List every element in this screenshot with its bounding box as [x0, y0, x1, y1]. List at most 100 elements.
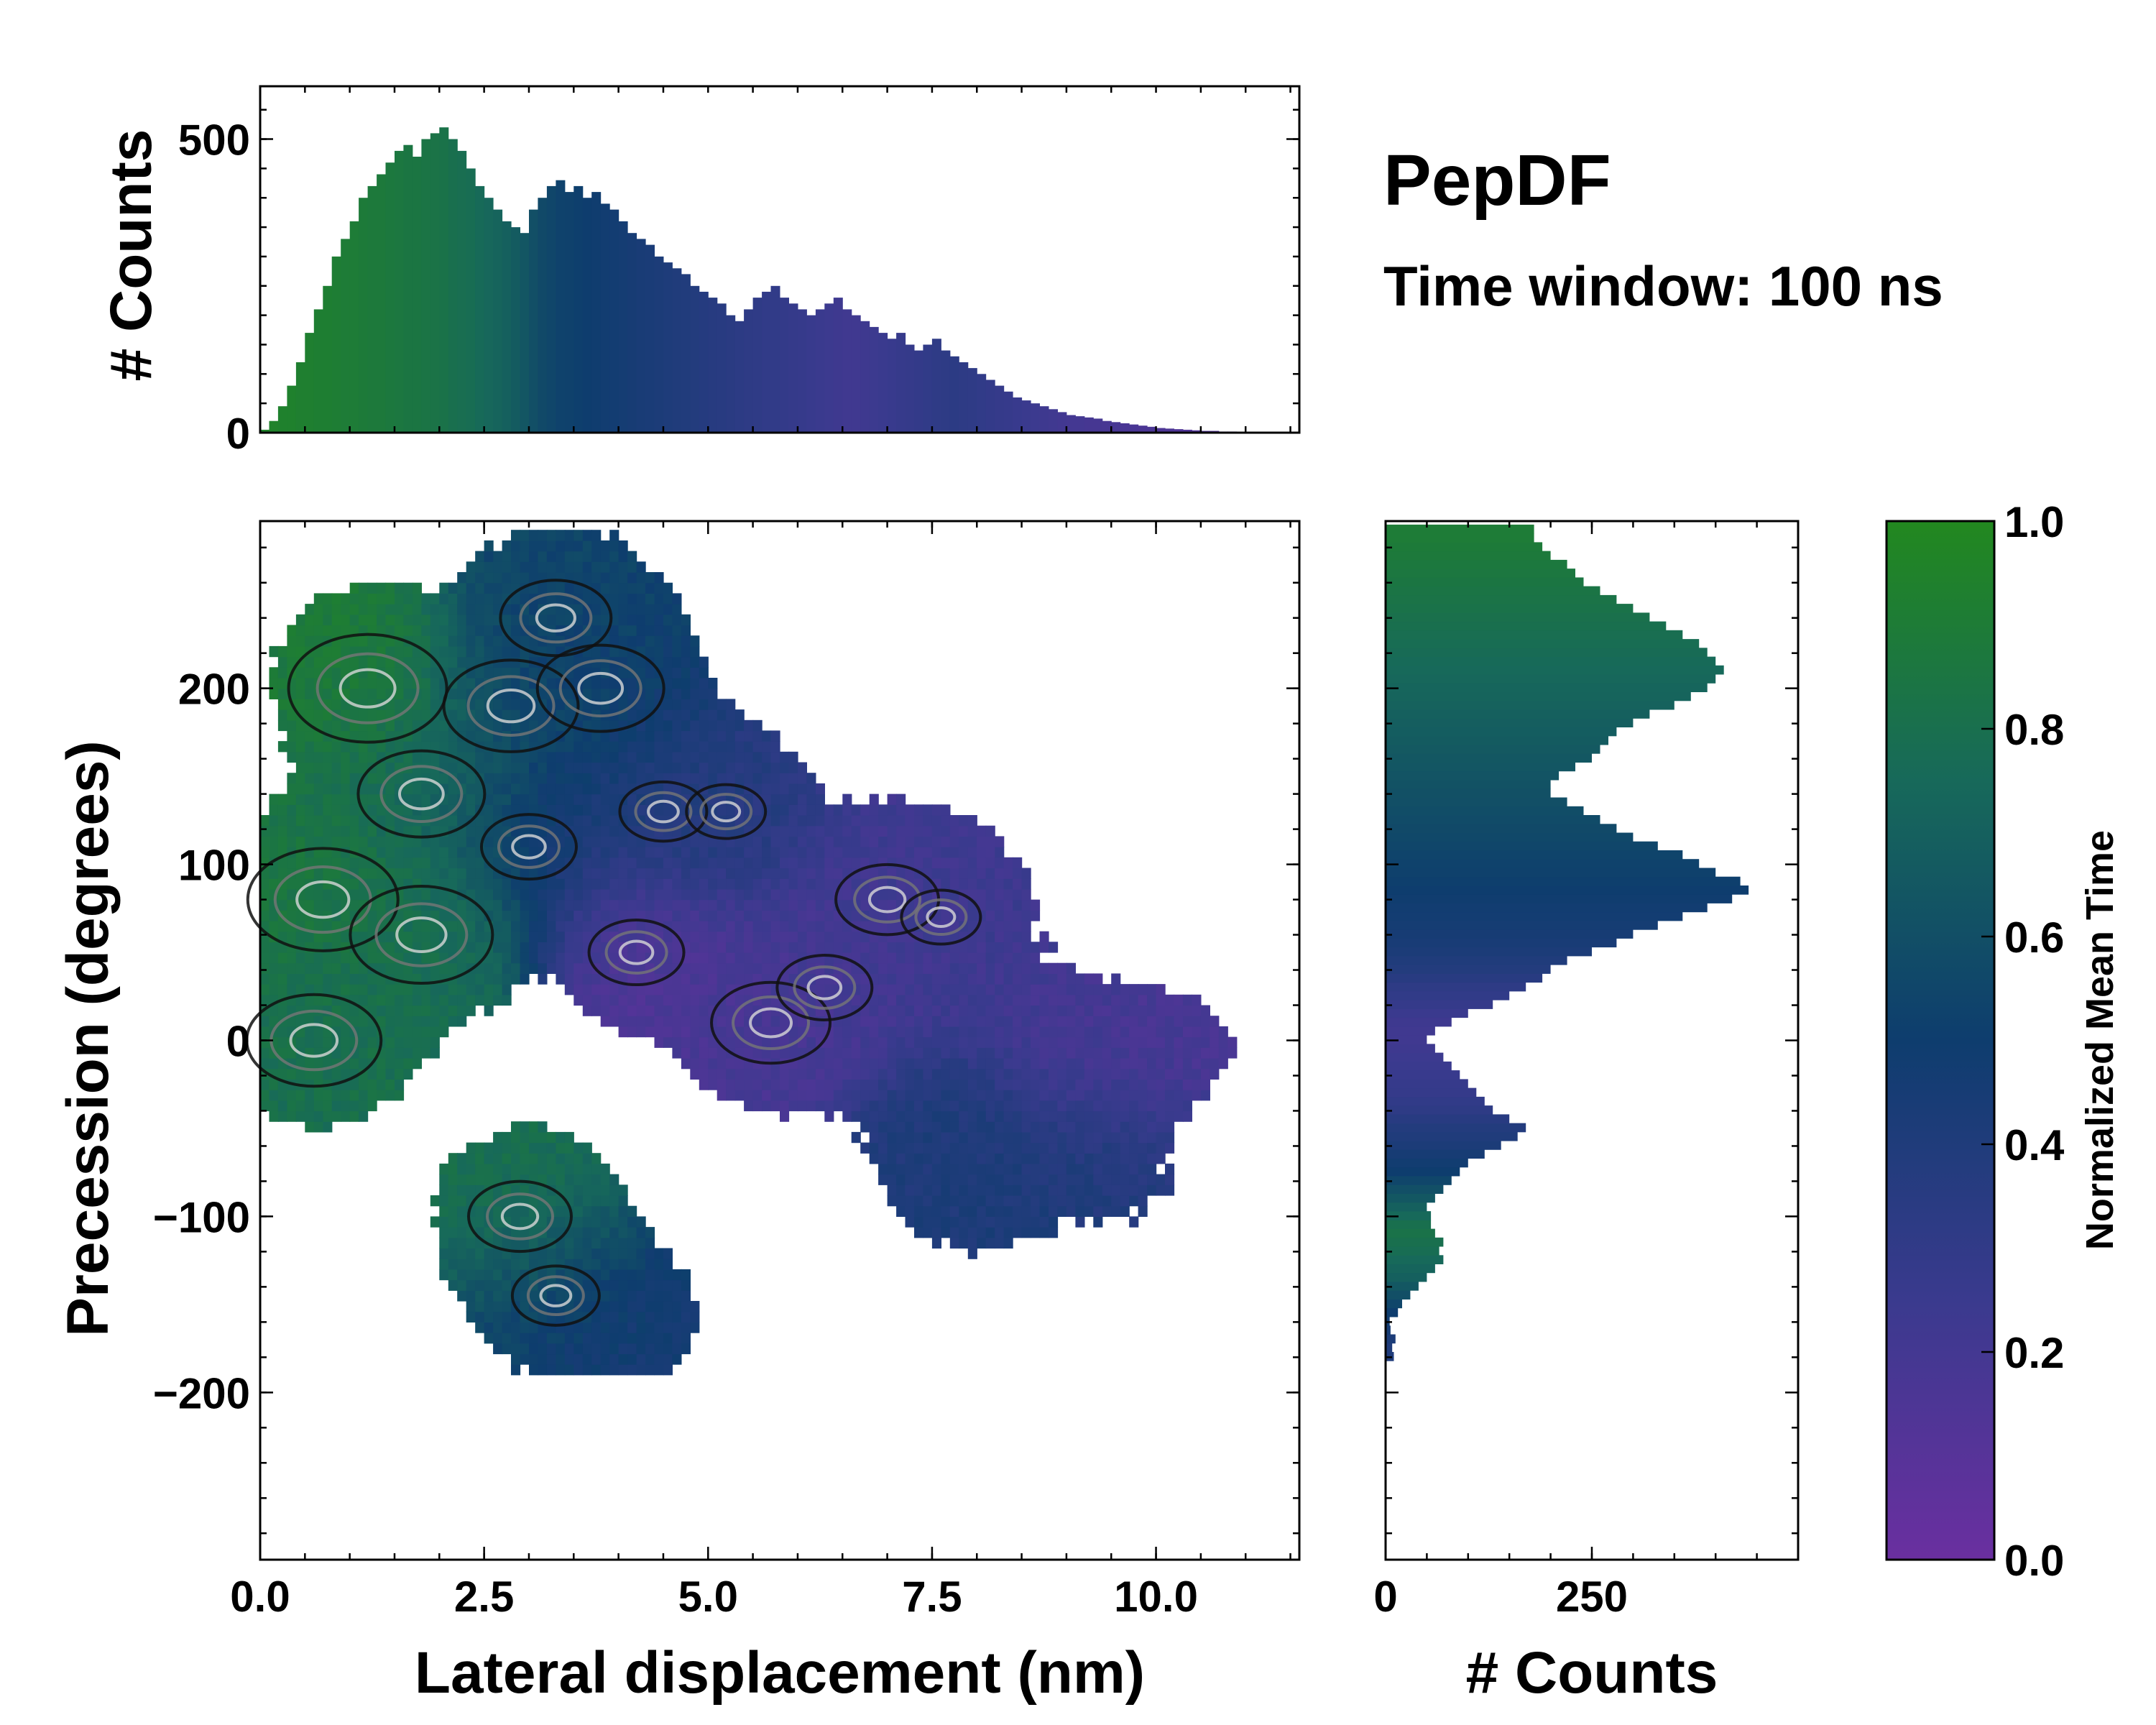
heatmap-cell	[977, 1216, 987, 1228]
heatmap-cell	[403, 688, 413, 699]
density-contour	[577, 671, 625, 705]
heatmap-cell	[708, 899, 718, 911]
heatmap-cell	[985, 836, 995, 847]
heatmap-cell	[609, 582, 619, 594]
heatmap-cell	[726, 1090, 736, 1101]
heatmap-cell	[546, 530, 556, 541]
heatmap-cell	[717, 804, 727, 816]
heatmap-cell	[1057, 1100, 1067, 1112]
heatmap-cell	[914, 1131, 924, 1144]
heatmap-cell	[430, 825, 440, 837]
heatmap-cell	[618, 1026, 628, 1038]
heatmap-cell	[591, 952, 602, 964]
heatmap-cell	[349, 688, 359, 699]
heatmap-cell	[931, 1110, 941, 1122]
heatmap-cell	[367, 1026, 377, 1038]
heatmap-cell	[582, 1227, 592, 1238]
heatmap-cell	[1049, 1216, 1059, 1228]
heatmap-cell	[538, 709, 548, 721]
heatmap-cell	[896, 1090, 906, 1101]
heatmap-cell	[995, 888, 1005, 901]
heatmap-cell	[529, 561, 539, 573]
heatmap-cell	[475, 1259, 485, 1270]
heatmap-cell	[295, 667, 305, 678]
heatmap-cell	[869, 952, 879, 964]
right-hist-bar	[1386, 1017, 1452, 1027]
heatmap-cell	[1120, 1205, 1130, 1217]
heatmap-cell	[797, 847, 807, 858]
heatmap-cell	[493, 1163, 503, 1175]
heatmap-cell	[591, 625, 602, 636]
heatmap-cell	[511, 783, 521, 795]
heatmap-cell	[824, 942, 834, 953]
heatmap-cell	[726, 773, 736, 784]
heatmap-cell	[331, 931, 341, 942]
heatmap-cell	[573, 1333, 584, 1344]
heatmap-cell	[681, 762, 691, 773]
right-hist-bar	[1386, 876, 1741, 886]
heatmap-cell	[1102, 1205, 1112, 1217]
heatmap-cell	[995, 1216, 1005, 1228]
heatmap-cell	[967, 868, 977, 879]
density-contour	[287, 632, 448, 744]
heatmap-cell	[1057, 1058, 1067, 1070]
heatmap-cell	[1031, 899, 1041, 911]
heatmap-cell	[457, 1174, 467, 1185]
heatmap-cell	[448, 604, 458, 615]
heatmap-cell	[645, 868, 655, 879]
heatmap-cell	[726, 719, 736, 732]
heatmap-cell	[1057, 962, 1067, 974]
heatmap-cell	[439, 593, 449, 604]
right-hist-bar	[1386, 1325, 1391, 1335]
heatmap-cell	[421, 635, 431, 647]
heatmap-cell	[797, 1090, 807, 1101]
heatmap-cell	[663, 899, 673, 911]
heatmap-cell	[1111, 1058, 1121, 1070]
heatmap-cell	[995, 1205, 1005, 1217]
heatmap-cell	[430, 952, 440, 964]
heatmap-cell	[349, 857, 359, 869]
heatmap-cell	[448, 1174, 458, 1185]
density-contour	[315, 652, 420, 724]
heatmap-cell	[466, 561, 476, 573]
heatmap-cell	[1182, 1110, 1192, 1122]
heatmap-cell	[403, 857, 413, 869]
heatmap-cell	[1049, 1016, 1059, 1027]
heatmap-cell	[430, 688, 440, 699]
heatmap-cell	[367, 952, 377, 964]
top-hist-bar	[860, 321, 870, 433]
heatmap-cell	[582, 815, 592, 827]
heatmap-cell	[412, 994, 422, 1006]
heatmap-cell	[914, 1068, 924, 1080]
heatmap-cell	[1120, 1110, 1130, 1122]
heatmap-cell	[887, 1079, 897, 1090]
heatmap-cell	[313, 1110, 323, 1122]
heatmap-cell	[636, 667, 646, 678]
heatmap-cell	[564, 847, 574, 858]
heatmap-cell	[806, 815, 816, 827]
heatmap-cell	[313, 604, 323, 615]
heatmap-cell	[359, 1026, 369, 1038]
heatmap-cell	[546, 540, 556, 552]
heatmap-cell	[556, 931, 566, 942]
heatmap-cell	[556, 762, 566, 773]
heatmap-cell	[564, 614, 574, 626]
heatmap-cell	[529, 625, 539, 636]
heatmap-cell	[591, 604, 602, 615]
heatmap-cell	[341, 1110, 351, 1122]
heatmap-cell	[1111, 1184, 1121, 1196]
heatmap-cell	[1039, 1153, 1049, 1164]
heatmap-cell	[959, 1110, 969, 1122]
density-contour	[604, 930, 668, 975]
heatmap-cell	[349, 1016, 359, 1027]
heatmap-cell	[421, 699, 431, 710]
heatmap-cell	[914, 1195, 924, 1207]
heatmap-cell	[627, 1259, 637, 1270]
heatmap-cell	[806, 1079, 816, 1090]
heatmap-cell	[1156, 1068, 1166, 1080]
heatmap-cell	[726, 1079, 736, 1090]
heatmap-cell	[323, 1100, 333, 1112]
heatmap-cell	[556, 1343, 566, 1355]
heatmap-cell	[618, 1227, 628, 1238]
top-hist-bar	[959, 362, 969, 433]
